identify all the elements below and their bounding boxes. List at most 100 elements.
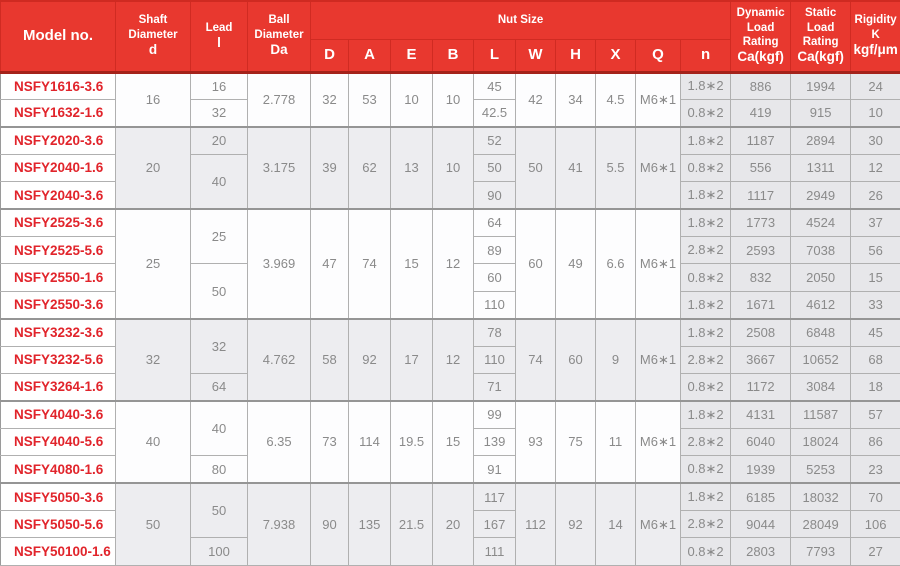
- model-cell: NSFY2040-1.6: [0, 153, 116, 183]
- n-cell: 2.8∗2: [679, 509, 732, 539]
- ball-diameter-cell: 6.35: [247, 399, 311, 484]
- col-header-n: n: [679, 38, 732, 73]
- w-cell: 42: [515, 70, 556, 128]
- l-cell: 60: [473, 263, 516, 292]
- table-row: NSFY2550-3.6 110 1.8∗2 1671 4612 33: [0, 290, 900, 320]
- ball-diameter-cell: 3.175: [247, 125, 311, 210]
- dynamic-load-cell: 1939: [730, 455, 792, 484]
- static-load-cell: 1994: [790, 70, 852, 100]
- e-cell: 19.5: [390, 399, 433, 484]
- model-cell: NSFY3232-5.6: [0, 345, 116, 374]
- l-cell: 110: [473, 345, 516, 374]
- shaft-diameter-cell: 32: [115, 317, 191, 402]
- dynamic-load-cell: 6185: [730, 482, 792, 512]
- rigidity-cell: 45: [850, 317, 900, 347]
- l-cell: 90: [473, 181, 516, 210]
- d-cell: 32: [310, 70, 349, 128]
- col-header-D: D: [310, 38, 349, 73]
- l-cell: 117: [473, 482, 516, 512]
- dynamic-load-cell: 1117: [730, 181, 792, 210]
- model-cell: NSFY2020-3.6: [0, 125, 116, 155]
- n-cell: 0.8∗2: [679, 153, 732, 183]
- table-row: NSFY2020-3.6 20 20 3.175 39 62 13 10 52 …: [0, 125, 900, 210]
- a-cell: 62: [348, 125, 391, 210]
- d-cell: 47: [310, 208, 349, 320]
- static-load-cell: 3084: [790, 372, 852, 402]
- rigidity-cell: 24: [850, 70, 900, 100]
- col-header-B: B: [432, 38, 474, 73]
- header-line: Static: [804, 7, 837, 20]
- static-load-cell: 6848: [790, 317, 852, 347]
- shaft-diameter-cell: 25: [115, 208, 191, 320]
- static-load-cell: 11587: [790, 399, 852, 429]
- lead-cell: 50: [190, 482, 248, 539]
- lead-cell: 40: [190, 153, 248, 210]
- ball-diameter-cell: 4.762: [247, 317, 311, 402]
- x-cell: 9: [595, 317, 636, 402]
- n-cell: 0.8∗2: [679, 98, 732, 128]
- a-cell: 74: [348, 208, 391, 320]
- q-cell: M6∗1: [635, 208, 681, 320]
- x-cell: 11: [595, 399, 636, 484]
- rigidity-cell: 23: [850, 455, 900, 484]
- dynamic-load-cell: 6040: [730, 427, 792, 457]
- n-cell: 2.8∗2: [679, 235, 732, 265]
- x-cell: 4.5: [595, 70, 636, 128]
- l-cell: 110: [473, 290, 516, 320]
- model-cell: NSFY2550-1.6: [0, 263, 116, 292]
- l-cell: 50: [473, 153, 516, 183]
- static-load-cell: 18032: [790, 482, 852, 512]
- table-row: NSFY4040-3.6 40 40 6.35 73 114 19.5 15 9…: [0, 399, 900, 484]
- lead-cell: 100: [190, 537, 248, 566]
- n-cell: 1.8∗2: [679, 290, 732, 320]
- l-cell: 111: [473, 537, 516, 566]
- lead-cell: 80: [190, 455, 248, 484]
- col-header-L: L: [473, 38, 516, 73]
- e-cell: 10: [390, 70, 433, 128]
- n-cell: 1.8∗2: [679, 317, 732, 347]
- table-row: NSFY5050-3.6 50 50 7.938 90 135 21.5 20 …: [0, 482, 900, 566]
- model-cell: NSFY2525-3.6: [0, 208, 116, 237]
- w-cell: 74: [515, 317, 556, 402]
- w-cell: 50: [515, 125, 556, 210]
- rigidity-cell: 70: [850, 482, 900, 512]
- dynamic-load-cell: 2803: [730, 537, 792, 566]
- model-cell: NSFY50100-1.6: [0, 537, 116, 566]
- static-load-cell: 4612: [790, 290, 852, 320]
- l-cell: 89: [473, 235, 516, 265]
- a-cell: 135: [348, 482, 391, 566]
- rigidity-cell: 15: [850, 263, 900, 292]
- w-cell: 93: [515, 399, 556, 484]
- header-line: Da: [270, 42, 288, 58]
- static-load-cell: 7038: [790, 235, 852, 265]
- col-header-model: Model no.: [0, 0, 116, 73]
- header-line: Rating: [802, 36, 839, 48]
- lead-cell: 16: [190, 70, 248, 100]
- n-cell: 1.8∗2: [679, 125, 732, 155]
- rigidity-cell: 18: [850, 372, 900, 402]
- b-cell: 15: [432, 399, 474, 484]
- dynamic-load-cell: 1172: [730, 372, 792, 402]
- x-cell: 5.5: [595, 125, 636, 210]
- n-cell: 1.8∗2: [679, 482, 732, 512]
- col-header-X: X: [595, 38, 636, 73]
- l-cell: 52: [473, 125, 516, 155]
- header-line: Diameter: [254, 28, 304, 41]
- b-cell: 10: [432, 125, 474, 210]
- static-load-cell: 2949: [790, 181, 852, 210]
- dynamic-load-cell: 9044: [730, 509, 792, 539]
- ball-diameter-cell: 3.969: [247, 208, 311, 320]
- col-header-lead: Lead l: [190, 0, 248, 73]
- model-cell: NSFY4080-1.6: [0, 455, 116, 484]
- dynamic-load-cell: 886: [730, 70, 792, 100]
- table-body: NSFY1616-3.6 16 16 2.778 32 53 10 10 45 …: [0, 70, 900, 566]
- l-cell: 99: [473, 399, 516, 429]
- table-row: NSFY2525-3.6 25 25 3.969 47 74 15 12 64 …: [0, 208, 900, 320]
- col-header-E: E: [390, 38, 433, 73]
- n-cell: 1.8∗2: [679, 181, 732, 210]
- col-header-rigidity: Rigidity K kgf/μm: [850, 0, 900, 73]
- rigidity-cell: 68: [850, 345, 900, 374]
- col-header-W: W: [515, 38, 556, 73]
- lead-cell: 40: [190, 399, 248, 457]
